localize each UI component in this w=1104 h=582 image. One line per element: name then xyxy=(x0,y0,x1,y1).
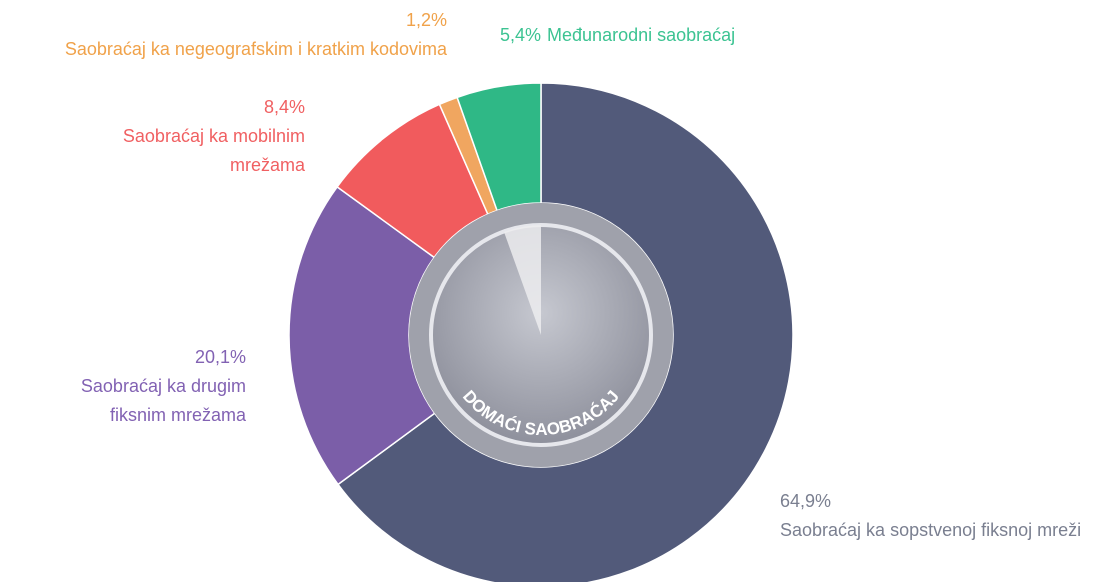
category-label: Saobraćaj ka negeografskim i kratkim kod… xyxy=(64,39,447,59)
slice-label: 5,4% Međunarodni saobraćaj xyxy=(500,21,800,50)
donut-slice xyxy=(456,82,542,212)
category-label: Saobraćaj ka sopstvenoj fiksnoj mreži xyxy=(780,520,1082,540)
value-label: 1,2% xyxy=(405,10,447,30)
slice-label: 8,4% Saobraćaj ka mobilnim mrežama xyxy=(100,93,305,180)
center-highlight xyxy=(504,225,541,335)
value-label: 5,4% xyxy=(500,25,542,45)
slice-label: 64,9% Saobraćaj ka sopstvenoj fiksnoj mre… xyxy=(780,487,1100,545)
category-label: Saobraćaj ka mobilnim mrežama xyxy=(122,126,305,175)
slice-label: 20,1% Saobraćaj ka drugim fiksnim mrežama xyxy=(40,343,246,430)
value-label: 20,1% xyxy=(194,347,246,367)
value-label: 64,9% xyxy=(780,491,832,511)
category-label: Međunarodni saobraćaj xyxy=(547,25,736,45)
slice-label: 1,2% Saobraćaj ka negeografskim i kratkim… xyxy=(10,6,447,64)
value-label: 8,4% xyxy=(263,97,305,117)
category-label: Saobraćaj ka drugim fiksnim mrežama xyxy=(80,376,246,425)
